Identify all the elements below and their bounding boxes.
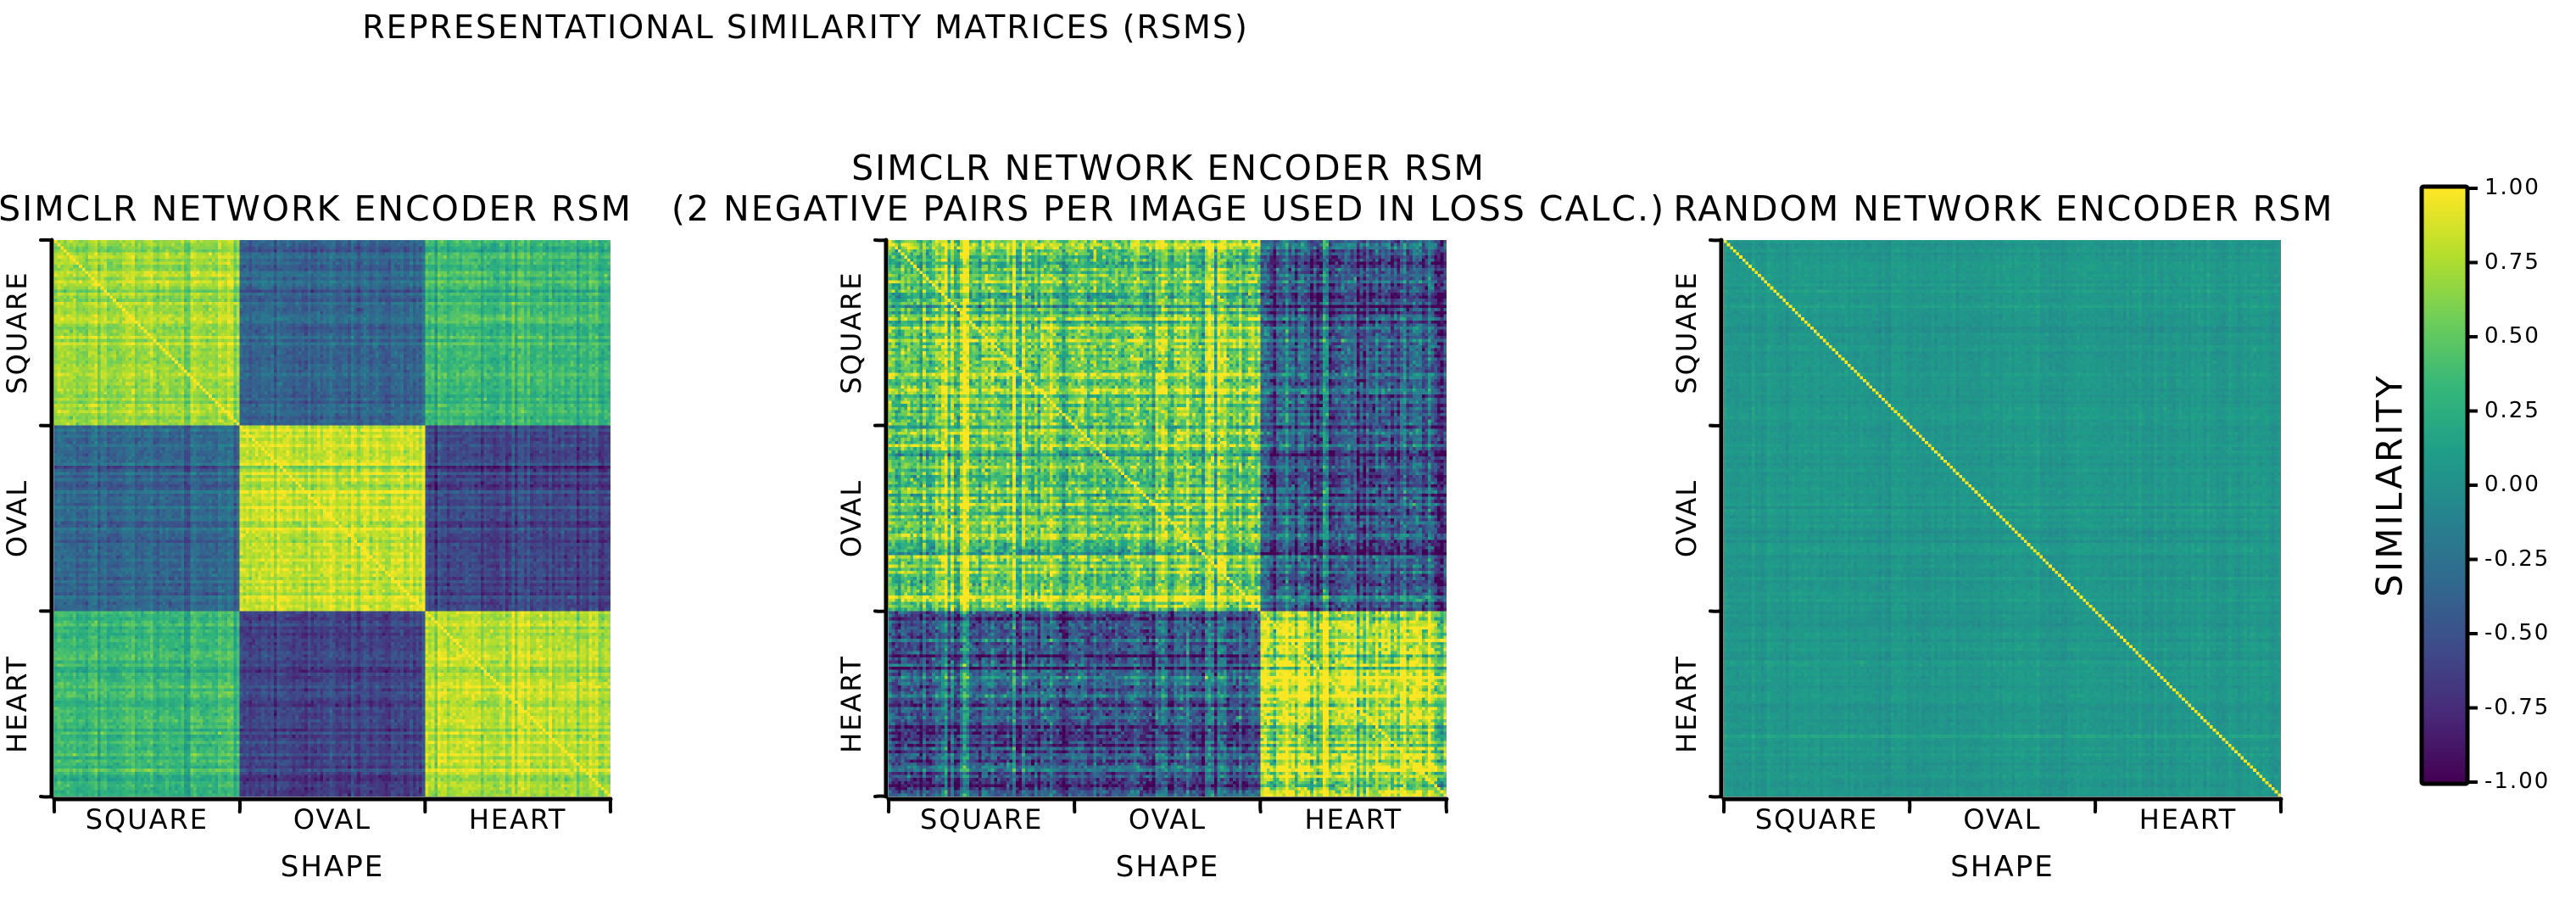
x-tick-label: Oval xyxy=(1129,803,1207,836)
panel-title: Random network encoder RSM xyxy=(1674,188,2334,229)
colorbar-tick-label: -1.00 xyxy=(2484,769,2550,794)
colorbar-tick-label: -0.75 xyxy=(2484,695,2550,720)
y-tick-label: Oval xyxy=(1670,479,1703,557)
panel-title: SimCLR network encoder RSM xyxy=(851,148,1486,188)
colorbar-tick-label: 0.00 xyxy=(2484,472,2540,497)
x-tick-label: Heart xyxy=(469,803,567,836)
x-axis-title: Shape xyxy=(1116,850,1219,884)
y-tick-label: Oval xyxy=(835,479,867,557)
figure-title: Representational Similarity Matrices (RS… xyxy=(0,8,1611,46)
panel-title: (2 negative pairs per image used in loss… xyxy=(672,188,1665,229)
x-tick-label: Square xyxy=(1755,803,1878,836)
x-axis-title: Shape xyxy=(1950,850,2054,884)
colorbar-tick-label: 0.75 xyxy=(2484,249,2540,275)
heatmap-axes xyxy=(1707,232,2298,830)
y-tick-label: Heart xyxy=(835,655,867,753)
x-tick-label: Oval xyxy=(1963,803,2041,836)
heatmap-axes xyxy=(872,232,1464,830)
y-tick-label: Square xyxy=(1670,271,1703,394)
y-tick-label: Oval xyxy=(1,479,33,557)
x-tick-label: Heart xyxy=(1305,803,1403,836)
y-tick-label: Heart xyxy=(1670,655,1703,753)
y-tick-label: Square xyxy=(835,271,867,394)
colorbar-tick-label: 1.00 xyxy=(2484,175,2540,200)
colorbar-tick-label: 0.25 xyxy=(2484,398,2540,423)
x-tick-label: Heart xyxy=(2139,803,2238,836)
x-tick-label: Square xyxy=(920,803,1043,836)
y-tick-label: Square xyxy=(1,271,33,394)
heatmap-axes xyxy=(37,232,627,830)
colorbar-frame xyxy=(2418,183,2495,787)
colorbar-tick-label: 0.50 xyxy=(2484,323,2540,349)
colorbar-tick-label: -0.25 xyxy=(2484,546,2550,572)
x-tick-label: Oval xyxy=(293,803,371,836)
x-tick-label: Square xyxy=(86,803,209,836)
y-tick-label: Heart xyxy=(1,655,33,753)
x-axis-title: Shape xyxy=(281,850,384,884)
panel-title: SimCLR network encoder RSM xyxy=(0,188,633,229)
colorbar-label: Similarity xyxy=(2369,373,2411,597)
colorbar-tick-label: -0.50 xyxy=(2484,620,2550,646)
